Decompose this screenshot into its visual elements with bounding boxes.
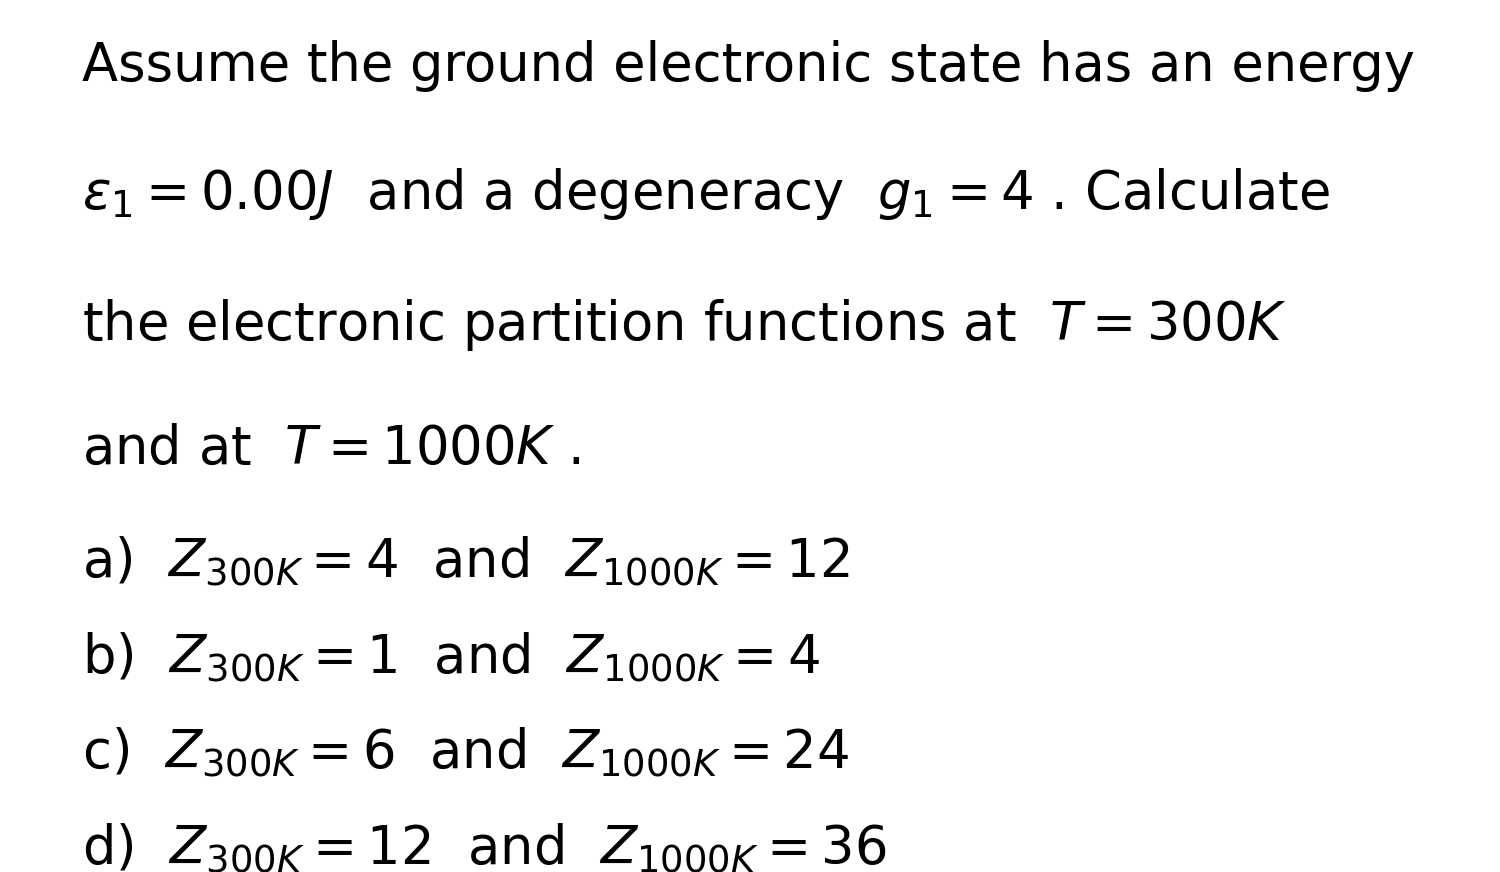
Text: b)  $Z_{300K} = 1$  and  $Z_{1000K} = 4$: b) $Z_{300K} = 1$ and $Z_{1000K} = 4$ [82,630,821,685]
Text: and at  $T = 1000K$ .: and at $T = 1000K$ . [82,423,580,475]
Text: Assume the ground electronic state has an energy: Assume the ground electronic state has a… [82,39,1416,92]
Text: $\epsilon_1 = 0.00J$  and a degeneracy  $g_1 = 4$ . Calculate: $\epsilon_1 = 0.00J$ and a degeneracy $g… [82,167,1330,222]
Text: c)  $Z_{300K} = 6$  and  $Z_{1000K} = 24$: c) $Z_{300K} = 6$ and $Z_{1000K} = 24$ [82,726,849,780]
Text: a)  $Z_{300K} = 4$  and  $Z_{1000K} = 12$: a) $Z_{300K} = 4$ and $Z_{1000K} = 12$ [82,535,850,589]
Text: d)  $Z_{300K} = 12$  and  $Z_{1000K} = 36$: d) $Z_{300K} = 12$ and $Z_{1000K} = 36$ [82,822,886,872]
Text: the electronic partition functions at  $T = 300K$: the electronic partition functions at $T… [82,297,1287,353]
